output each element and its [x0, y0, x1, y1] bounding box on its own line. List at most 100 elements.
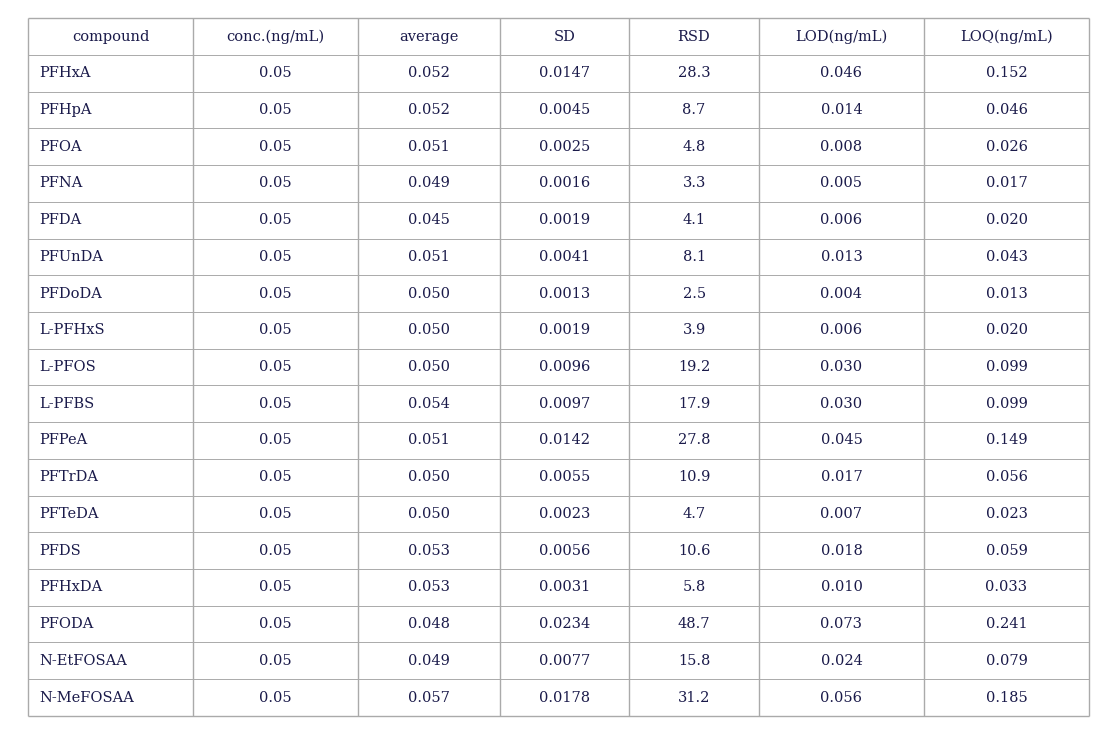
Text: 0.046: 0.046 [985, 103, 1028, 117]
Text: 4.1: 4.1 [682, 213, 706, 227]
Text: 0.0097: 0.0097 [538, 397, 590, 410]
Text: PFDS: PFDS [39, 544, 80, 558]
Text: 0.006: 0.006 [820, 213, 862, 227]
Text: 0.008: 0.008 [820, 140, 862, 154]
Text: 0.050: 0.050 [408, 470, 450, 484]
Text: 0.185: 0.185 [985, 690, 1028, 704]
Text: conc.(ng/mL): conc.(ng/mL) [227, 29, 325, 44]
Text: 0.05: 0.05 [259, 66, 292, 80]
Text: 10.9: 10.9 [678, 470, 710, 484]
Text: 0.05: 0.05 [259, 544, 292, 558]
Text: 0.013: 0.013 [821, 250, 862, 264]
Text: 0.018: 0.018 [821, 544, 862, 558]
Text: 28.3: 28.3 [678, 66, 710, 80]
Text: 0.051: 0.051 [408, 434, 450, 448]
Text: 0.05: 0.05 [259, 213, 292, 227]
Text: compound: compound [71, 30, 150, 44]
Text: 0.043: 0.043 [985, 250, 1028, 264]
Text: 31.2: 31.2 [678, 690, 710, 704]
Text: 0.048: 0.048 [408, 617, 450, 631]
Text: 0.049: 0.049 [408, 654, 450, 668]
Text: 0.023: 0.023 [985, 507, 1028, 521]
Text: 0.079: 0.079 [985, 654, 1028, 668]
Text: 0.045: 0.045 [821, 434, 862, 448]
Text: 0.045: 0.045 [408, 213, 450, 227]
Text: 0.050: 0.050 [408, 507, 450, 521]
Text: 0.05: 0.05 [259, 286, 292, 300]
Text: 0.017: 0.017 [985, 176, 1028, 190]
Text: 0.026: 0.026 [985, 140, 1028, 154]
Text: 0.05: 0.05 [259, 617, 292, 631]
Text: 0.152: 0.152 [985, 66, 1028, 80]
Text: 0.051: 0.051 [408, 250, 450, 264]
Text: 10.6: 10.6 [678, 544, 710, 558]
Text: 0.030: 0.030 [820, 360, 862, 374]
Text: PFHpA: PFHpA [39, 103, 92, 117]
Text: 0.0077: 0.0077 [538, 654, 590, 668]
Text: 4.8: 4.8 [682, 140, 706, 154]
Text: 0.020: 0.020 [985, 324, 1028, 338]
Text: 0.052: 0.052 [408, 66, 450, 80]
Text: L-PFBS: L-PFBS [39, 397, 94, 410]
Text: LOD(ng/mL): LOD(ng/mL) [795, 29, 888, 44]
Text: PFPeA: PFPeA [39, 434, 87, 448]
Text: PFHxDA: PFHxDA [39, 580, 103, 594]
Text: 0.030: 0.030 [820, 397, 862, 410]
Text: 0.0234: 0.0234 [538, 617, 590, 631]
Text: 0.05: 0.05 [259, 580, 292, 594]
Text: 0.010: 0.010 [821, 580, 862, 594]
Text: 0.053: 0.053 [408, 544, 450, 558]
Text: 0.050: 0.050 [408, 286, 450, 300]
Text: 0.05: 0.05 [259, 103, 292, 117]
Text: 4.7: 4.7 [682, 507, 706, 521]
Text: 0.073: 0.073 [821, 617, 862, 631]
Text: 0.046: 0.046 [821, 66, 862, 80]
Text: 0.05: 0.05 [259, 397, 292, 410]
Text: 3.9: 3.9 [682, 324, 706, 338]
Text: 0.099: 0.099 [985, 397, 1028, 410]
Text: RSD: RSD [678, 30, 710, 44]
Text: 0.033: 0.033 [985, 580, 1028, 594]
Text: average: average [399, 30, 458, 44]
Text: 0.049: 0.049 [408, 176, 450, 190]
Text: 0.241: 0.241 [985, 617, 1028, 631]
Text: PFUnDA: PFUnDA [39, 250, 103, 264]
Text: 0.006: 0.006 [820, 324, 862, 338]
Text: 0.0178: 0.0178 [538, 690, 590, 704]
Text: 0.057: 0.057 [408, 690, 450, 704]
Text: 0.05: 0.05 [259, 360, 292, 374]
Text: 0.056: 0.056 [985, 470, 1028, 484]
Text: 0.0096: 0.0096 [538, 360, 590, 374]
Text: 0.05: 0.05 [259, 140, 292, 154]
Text: 0.051: 0.051 [408, 140, 450, 154]
Text: 0.050: 0.050 [408, 360, 450, 374]
Text: 0.013: 0.013 [985, 286, 1028, 300]
Text: 0.024: 0.024 [821, 654, 862, 668]
Text: 0.0019: 0.0019 [538, 213, 590, 227]
Text: LOQ(ng/mL): LOQ(ng/mL) [961, 29, 1053, 44]
Text: PFDA: PFDA [39, 213, 82, 227]
Text: 5.8: 5.8 [682, 580, 706, 594]
Text: L-PFHxS: L-PFHxS [39, 324, 105, 338]
Text: 0.0023: 0.0023 [538, 507, 590, 521]
Text: 0.0025: 0.0025 [538, 140, 590, 154]
Text: PFHxA: PFHxA [39, 66, 90, 80]
Text: 0.007: 0.007 [821, 507, 862, 521]
Text: 0.050: 0.050 [408, 324, 450, 338]
Text: 0.0056: 0.0056 [538, 544, 590, 558]
Text: 0.053: 0.053 [408, 580, 450, 594]
Text: 0.059: 0.059 [985, 544, 1028, 558]
Text: PFOA: PFOA [39, 140, 82, 154]
Text: L-PFOS: L-PFOS [39, 360, 96, 374]
Text: 17.9: 17.9 [678, 397, 710, 410]
Text: 0.0019: 0.0019 [538, 324, 590, 338]
Text: 0.0142: 0.0142 [538, 434, 590, 448]
Text: 3.3: 3.3 [682, 176, 706, 190]
Text: 0.056: 0.056 [821, 690, 862, 704]
Text: 0.05: 0.05 [259, 324, 292, 338]
Text: 0.05: 0.05 [259, 690, 292, 704]
Text: 19.2: 19.2 [678, 360, 710, 374]
Text: 0.05: 0.05 [259, 507, 292, 521]
Text: 2.5: 2.5 [682, 286, 706, 300]
Text: 0.099: 0.099 [985, 360, 1028, 374]
